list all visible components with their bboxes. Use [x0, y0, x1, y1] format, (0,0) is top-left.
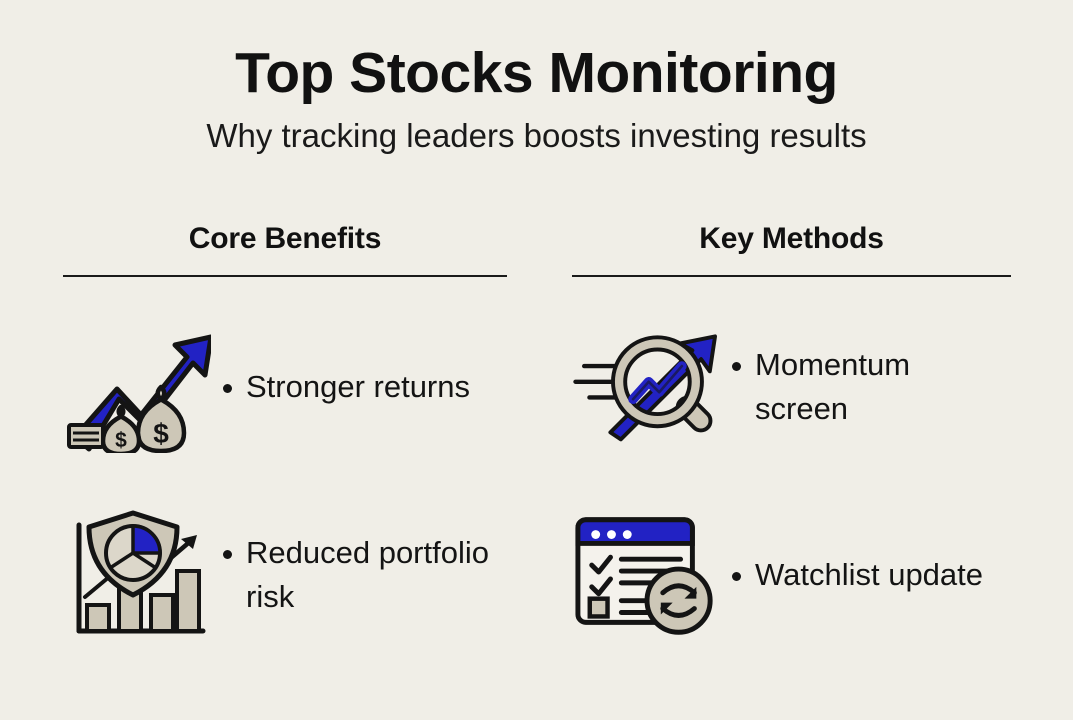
list-item-label: Watchlist update: [755, 556, 984, 592]
column-heading-right: Key Methods: [699, 222, 884, 255]
list-item-label: Stronger returns: [246, 368, 470, 404]
column-rule-right: [572, 275, 1011, 277]
bullet-dot-icon: [732, 571, 741, 581]
list-item: Watchlist update: [572, 507, 1011, 643]
bullet-dot-icon: [223, 549, 232, 559]
bullet-row: Reduced portfolio risk: [223, 531, 506, 619]
bullet-dot-icon: [223, 383, 232, 393]
list-item-label: Momentum screen: [755, 346, 911, 426]
list-item-label: Reduced portfolio risk: [246, 534, 489, 614]
bullet-row: Stronger returns: [223, 365, 470, 409]
column-key-methods: Key Methods: [536, 222, 1072, 643]
header: Top Stocks Monitoring Why tracking leade…: [0, 0, 1073, 154]
list-item: Momentum screen: [572, 319, 1011, 455]
shield-pie-bar-chart-icon: [63, 507, 213, 643]
bullet-row: Watchlist update: [732, 553, 983, 597]
page-subtitle: Why tracking leaders boosts investing re…: [206, 116, 867, 154]
magnifier-trend-arrow-icon: [572, 319, 722, 455]
column-heading-left: Core Benefits: [188, 222, 382, 255]
growth-arrow-money-bags-icon: $ $: [63, 319, 213, 455]
browser-checklist-refresh-icon: [572, 507, 722, 643]
svg-text:$: $: [153, 418, 169, 449]
column-core-benefits: Core Benefits $ $: [0, 222, 536, 643]
columns-container: Core Benefits $ $: [0, 222, 1073, 643]
bullet-row: Momentum screen: [732, 343, 1011, 431]
list-item: $ $ Stronger returns: [63, 319, 507, 455]
bullet-dot-icon: [732, 361, 741, 371]
column-rule-left: [63, 275, 507, 277]
list-item: Reduced portfolio risk: [63, 507, 507, 643]
page-title: Top Stocks Monitoring: [235, 41, 838, 105]
svg-text:$: $: [115, 429, 127, 452]
